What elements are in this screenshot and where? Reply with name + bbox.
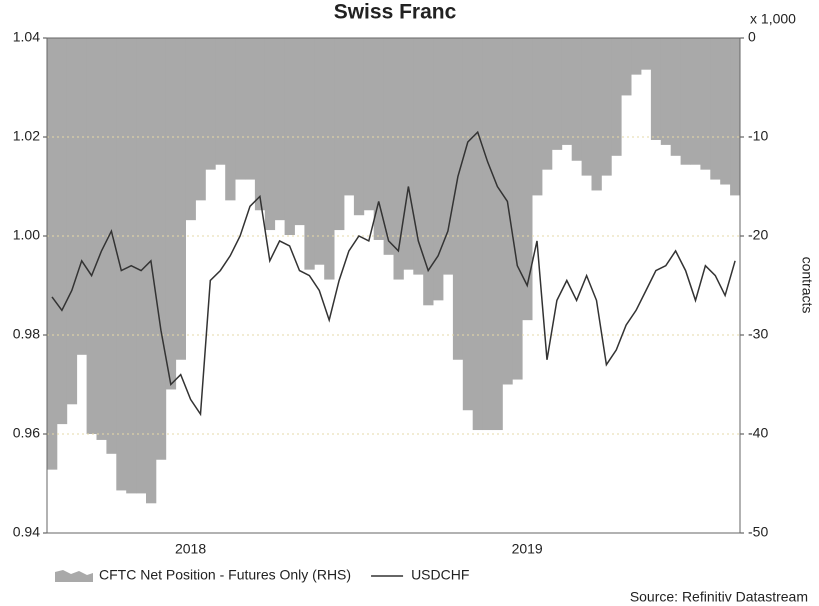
area-step — [720, 38, 731, 185]
area-step — [314, 38, 325, 265]
area-step — [245, 38, 256, 180]
area-step — [551, 38, 563, 150]
area-step — [393, 38, 404, 280]
area-step — [185, 38, 196, 221]
legend-swatch — [55, 570, 93, 582]
area-step — [472, 38, 483, 431]
area-step — [502, 38, 513, 385]
y-tick-label: 0.96 — [13, 425, 40, 441]
area-step — [650, 38, 662, 140]
area-step — [205, 38, 216, 170]
y-tick-label: 1.02 — [13, 128, 40, 144]
area-step — [680, 38, 691, 165]
line-series — [51, 130, 736, 417]
area-step — [344, 38, 355, 196]
area-step — [591, 38, 602, 191]
area-step — [571, 38, 582, 161]
area-step — [215, 38, 226, 165]
area-step — [106, 38, 117, 454]
area-step — [601, 38, 612, 176]
area-step — [353, 38, 365, 216]
area-step — [96, 38, 107, 440]
area-step — [532, 38, 543, 196]
area-step — [403, 38, 414, 270]
chart-title: Swiss Franc — [334, 1, 457, 24]
y-tick-label: 0.98 — [13, 326, 40, 342]
y-tick-label: 1.04 — [13, 29, 40, 45]
y2-tick-label: -50 — [748, 524, 768, 540]
area-step — [443, 38, 454, 275]
area-step — [522, 38, 533, 321]
y2-unit: x 1,000 — [750, 11, 796, 27]
area-step — [670, 38, 681, 156]
area-step — [294, 38, 305, 226]
area-step — [146, 38, 157, 504]
area-step — [284, 38, 295, 236]
area-step — [225, 38, 236, 201]
area-step — [641, 38, 652, 70]
area-step — [195, 38, 206, 201]
y2-tick-label: -10 — [748, 128, 768, 144]
plot-frame — [46, 37, 741, 534]
area-step — [492, 38, 503, 431]
area-step — [86, 38, 97, 434]
area-step — [700, 38, 711, 170]
area-step — [631, 38, 642, 75]
area-step — [512, 38, 523, 380]
area-step — [136, 38, 147, 494]
area-step — [542, 38, 553, 170]
area-step — [413, 38, 424, 275]
area-step — [730, 38, 741, 196]
source: Source: Refinitiv Datastream — [630, 589, 808, 605]
area-step — [274, 38, 285, 221]
area-step — [235, 38, 246, 180]
area-step — [47, 38, 58, 470]
y-tick-label: 1.00 — [13, 227, 40, 243]
area-step — [710, 38, 721, 180]
area-step — [155, 38, 167, 460]
area-step — [324, 38, 335, 280]
area-step — [611, 38, 622, 156]
y2-tick-label: -20 — [748, 227, 768, 243]
area-step — [482, 38, 493, 431]
area-step — [621, 38, 632, 96]
legend-label: USDCHF — [411, 567, 469, 583]
area-step — [433, 38, 444, 301]
area-step — [423, 38, 434, 306]
x-tick-label: 2019 — [512, 541, 543, 557]
area-step — [56, 38, 68, 425]
area-step — [690, 38, 701, 165]
area-step — [373, 38, 384, 240]
area-step — [581, 38, 592, 176]
area-step — [462, 38, 474, 411]
area-step — [165, 38, 177, 390]
y2-tick-label: 0 — [748, 29, 756, 45]
legend-label: CFTC Net Position - Futures Only (RHS) — [99, 567, 351, 583]
area-step — [334, 38, 345, 231]
area-step — [175, 38, 186, 360]
area-step — [116, 38, 127, 491]
area-step — [254, 38, 266, 211]
area-step — [383, 38, 394, 255]
y-tick-label: 0.94 — [13, 524, 40, 540]
area-step — [264, 38, 276, 231]
area-step — [561, 38, 573, 145]
area-step — [304, 38, 315, 270]
area-step — [363, 38, 375, 211]
area-step — [66, 38, 78, 405]
area-step — [452, 38, 464, 360]
x-tick-label: 2018 — [175, 541, 206, 557]
y2-tick-label: -40 — [748, 425, 768, 441]
y2-axis-label: contracts — [799, 257, 815, 314]
area-step — [76, 38, 87, 355]
y2-tick-label: -30 — [748, 326, 768, 342]
area-step — [660, 38, 672, 145]
